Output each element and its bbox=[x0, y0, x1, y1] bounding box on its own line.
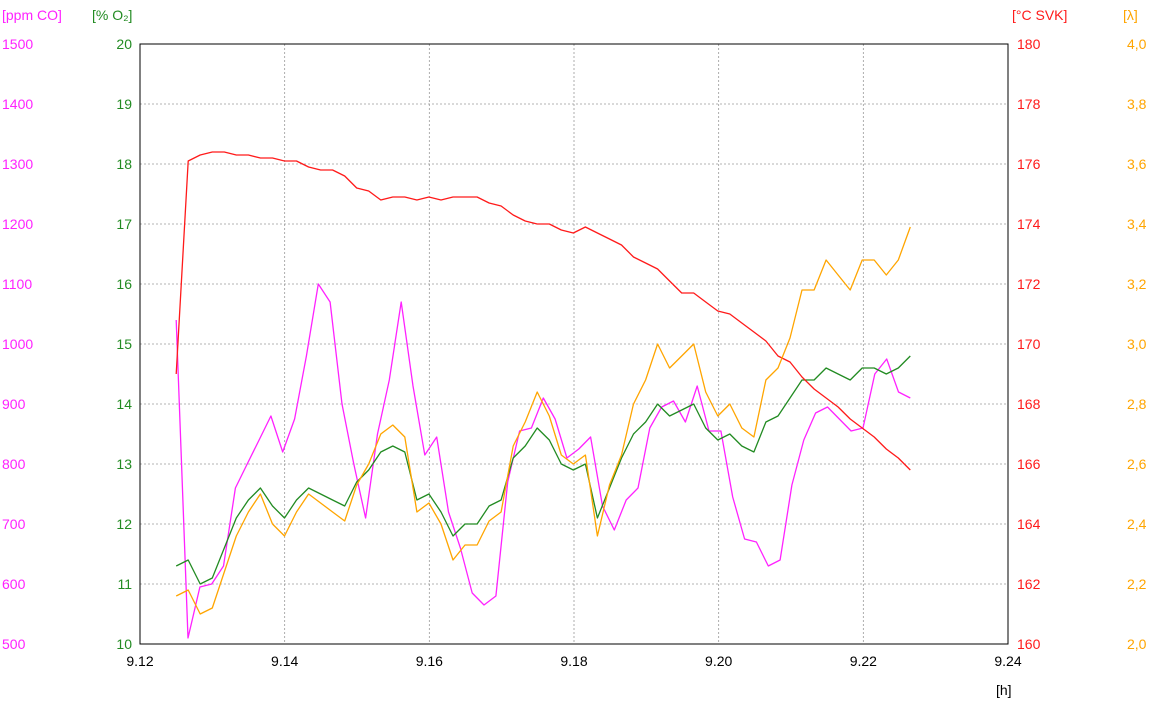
temp-tick-label: 164 bbox=[1017, 516, 1041, 532]
lambda-tick-label: 2,0 bbox=[1127, 636, 1147, 652]
o2-tick-label: 20 bbox=[116, 36, 132, 52]
temp-tick-label: 176 bbox=[1017, 156, 1041, 172]
o2-tick-label: 15 bbox=[116, 336, 132, 352]
temp-tick-label: 178 bbox=[1017, 96, 1041, 112]
o2-tick-label: 18 bbox=[116, 156, 132, 172]
lambda-tick-label: 3,4 bbox=[1127, 216, 1147, 232]
lambda-tick-label: 3,0 bbox=[1127, 336, 1147, 352]
lambda-tick-label: 2,2 bbox=[1127, 576, 1147, 592]
x-tick-label: 9.16 bbox=[416, 653, 443, 669]
temp-tick-label: 180 bbox=[1017, 36, 1041, 52]
co-tick-label: 500 bbox=[2, 636, 26, 652]
co-tick-label: 600 bbox=[2, 576, 26, 592]
x-tick-label: 9.14 bbox=[271, 653, 298, 669]
co-axis-title: [ppm CO] bbox=[2, 7, 62, 23]
co-series-line bbox=[175, 283, 911, 639]
x-tick-label: 9.22 bbox=[850, 653, 877, 669]
plot-frame bbox=[139, 43, 1009, 645]
co-tick-label: 1500 bbox=[2, 36, 33, 52]
temp-tick-label: 160 bbox=[1017, 636, 1041, 652]
co-tick-label: 1300 bbox=[2, 156, 33, 172]
lambda-tick-label: 2,6 bbox=[1127, 456, 1147, 472]
co-tick-label: 1000 bbox=[2, 336, 33, 352]
grid bbox=[140, 44, 1008, 644]
lambda-tick-label: 2,8 bbox=[1127, 396, 1147, 412]
x-tick-label: 9.24 bbox=[994, 653, 1021, 669]
x-tick-label: 9.18 bbox=[560, 653, 587, 669]
temp-axis-title: [°C SVK] bbox=[1012, 7, 1067, 23]
lambda-tick-label: 4,0 bbox=[1127, 36, 1147, 52]
lambda-tick-label: 3,8 bbox=[1127, 96, 1147, 112]
o2-tick-label: 13 bbox=[116, 456, 132, 472]
o2-tick-label: 12 bbox=[116, 516, 132, 532]
temp-series-line bbox=[175, 151, 911, 471]
lambda-tick-label: 2,4 bbox=[1127, 516, 1147, 532]
co-tick-label: 900 bbox=[2, 396, 26, 412]
o2-series-line bbox=[175, 355, 911, 585]
o2-tick-label: 14 bbox=[116, 396, 132, 412]
o2-tick-label: 16 bbox=[116, 276, 132, 292]
lambda-series-line bbox=[175, 226, 911, 615]
co-tick-label: 1200 bbox=[2, 216, 33, 232]
o2-tick-label: 19 bbox=[116, 96, 132, 112]
temp-tick-label: 172 bbox=[1017, 276, 1041, 292]
series-group bbox=[175, 151, 911, 639]
co-tick-label: 1400 bbox=[2, 96, 33, 112]
temp-tick-label: 162 bbox=[1017, 576, 1041, 592]
axes-group: 9.12 9.14 9.16 9.18 9.20 9.22 9.24 500 600 700 800… bbox=[2, 36, 1147, 669]
o2-tick-label: 11 bbox=[117, 576, 132, 592]
temp-tick-label: 168 bbox=[1017, 396, 1041, 412]
co-tick-label: 1100 bbox=[2, 276, 32, 292]
lambda-tick-label: 3,2 bbox=[1127, 276, 1147, 292]
temp-tick-label: 170 bbox=[1017, 336, 1041, 352]
o2-tick-label: 17 bbox=[116, 216, 132, 232]
lambda-tick-label: 3,6 bbox=[1127, 156, 1147, 172]
x-tick-label: 9.20 bbox=[705, 653, 732, 669]
o2-tick-label: 10 bbox=[116, 636, 132, 652]
lambda-axis-title: [λ] bbox=[1123, 7, 1138, 23]
temp-tick-label: 166 bbox=[1017, 456, 1041, 472]
x-axis-title: [h] bbox=[996, 682, 1012, 698]
temp-tick-label: 174 bbox=[1017, 216, 1041, 232]
x-tick-label: 9.12 bbox=[126, 653, 153, 669]
o2-axis-title: [% O₂] bbox=[92, 7, 132, 23]
co-tick-label: 800 bbox=[2, 456, 26, 472]
co-tick-label: 700 bbox=[2, 516, 26, 532]
